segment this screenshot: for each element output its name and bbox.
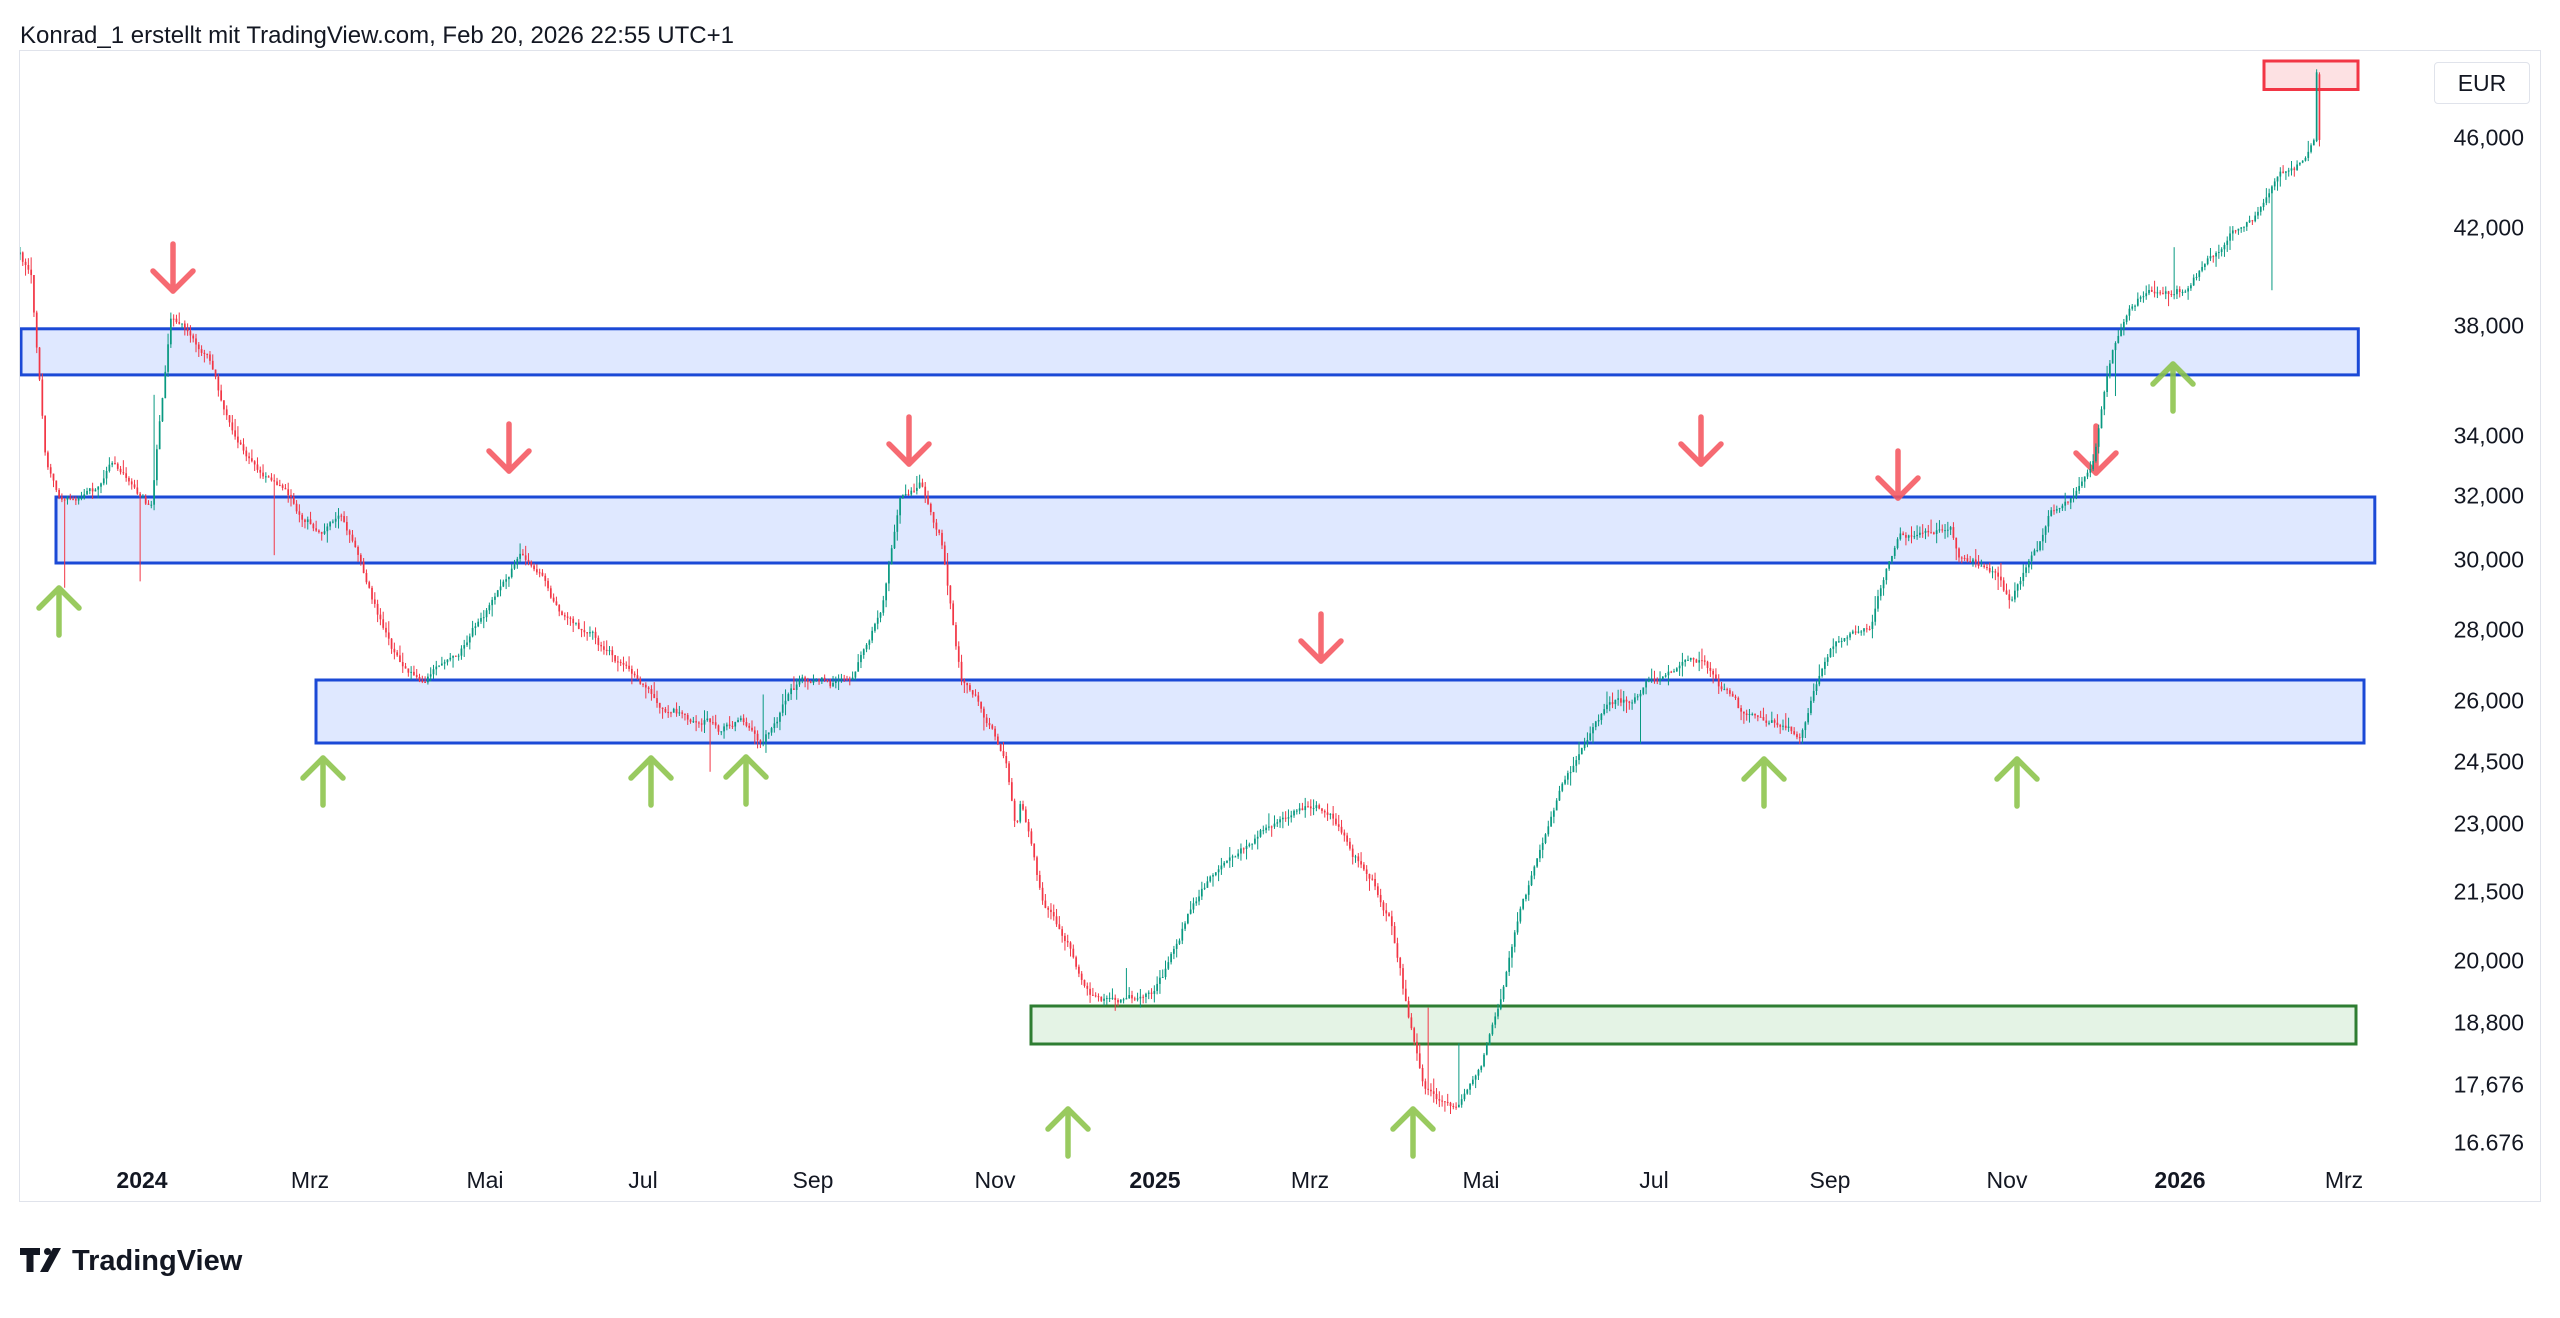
svg-text:TradingView: TradingView bbox=[72, 1245, 243, 1277]
